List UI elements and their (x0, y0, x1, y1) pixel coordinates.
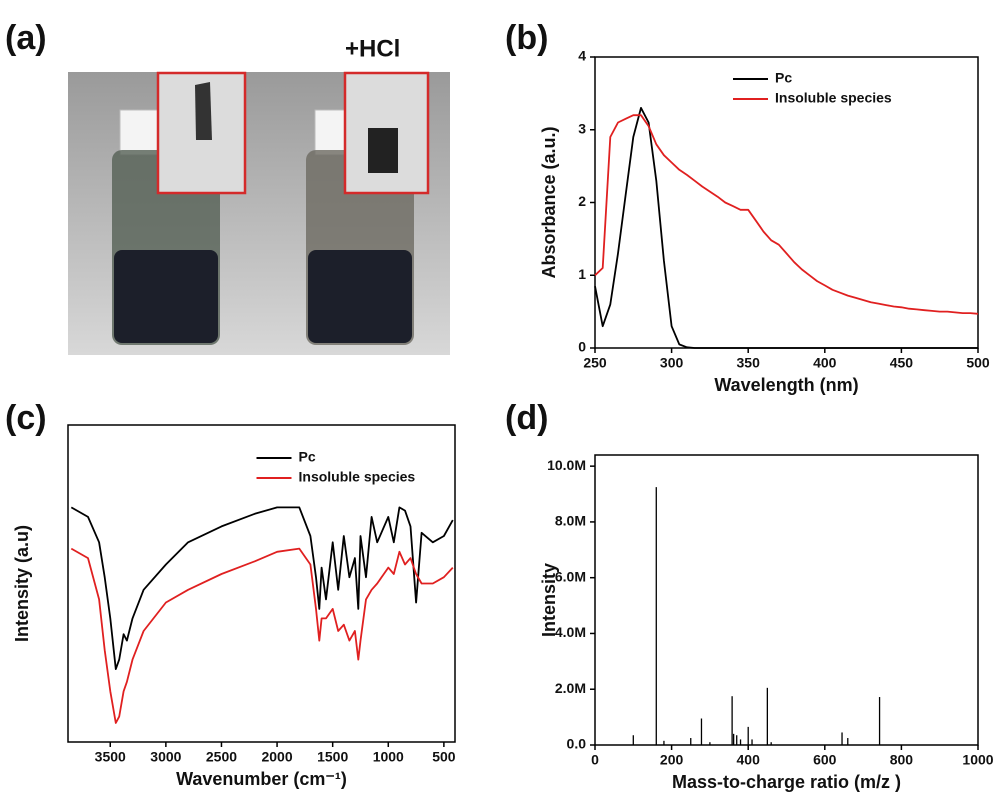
x-tick-label: 300 (660, 355, 684, 371)
y-axis-title: Absorbance (a.u.) (539, 126, 559, 278)
x-tick-label: 2000 (261, 749, 292, 765)
x-tick-label: 3000 (150, 749, 181, 765)
y-tick-label: 10.0M (547, 457, 586, 473)
panel-label: (b) (505, 19, 548, 57)
plot-frame (67, 424, 456, 743)
x-axis-title: Mass-to-charge ratio (m/z ) (672, 772, 901, 792)
y-tick-label: 1 (578, 266, 586, 282)
inset-sample (195, 82, 212, 140)
plot-frame (594, 454, 979, 746)
legend-label: Insoluble species (775, 90, 892, 106)
data-line (594, 107, 978, 349)
x-tick-label: 0 (591, 752, 599, 768)
x-tick-label: 350 (737, 355, 761, 371)
x-tick-label: 500 (432, 749, 456, 765)
x-tick-label: 600 (813, 752, 837, 768)
x-tick-label: 3500 (95, 749, 126, 765)
x-tick-label: 1000 (373, 749, 404, 765)
panel-label: (a) (5, 19, 47, 57)
y-tick-label: 8.0M (555, 513, 586, 529)
data-line (594, 114, 979, 315)
x-tick-label: 400 (737, 752, 761, 768)
y-tick-label: 2 (578, 193, 586, 209)
photo-panel: (a) +HCl (5, 19, 450, 355)
vial-liquid (308, 250, 412, 343)
y-tick-label: 3 (578, 120, 586, 136)
x-tick-label: 2500 (206, 749, 237, 765)
panel-label: (d) (505, 399, 548, 437)
vial-cap (119, 109, 161, 156)
data-line (70, 547, 454, 724)
y-axis-title: Intensity (a.u) (12, 525, 32, 642)
y-tick-label: 6.0M (555, 568, 586, 584)
legend-label: Pc (299, 449, 316, 465)
y-tick-label: 4 (578, 48, 586, 64)
panel-label: (c) (5, 399, 47, 437)
x-tick-label: 800 (890, 752, 914, 768)
x-tick-label: 400 (813, 355, 837, 371)
legend-label: Pc (775, 70, 792, 86)
y-tick-label: 0 (578, 339, 586, 355)
x-axis-title: Wavenumber (cm⁻¹) (176, 769, 347, 789)
x-axis-title: Wavelength (nm) (714, 375, 858, 395)
inset-sample (368, 128, 398, 173)
x-tick-label: 500 (966, 355, 990, 371)
data-line (70, 506, 454, 670)
x-tick-label: 1000 (962, 752, 993, 768)
x-tick-label: 1500 (317, 749, 348, 765)
x-tick-label: 250 (583, 355, 607, 371)
y-tick-label: 0.0 (567, 736, 587, 752)
x-tick-label: 200 (660, 752, 684, 768)
vial-liquid (114, 250, 218, 343)
y-tick-label: 2.0M (555, 680, 586, 696)
legend-label: Insoluble species (299, 469, 416, 485)
x-tick-label: 450 (890, 355, 914, 371)
annotation: +HCl (345, 35, 400, 62)
y-tick-label: 4.0M (555, 624, 586, 640)
y-axis-title: Intensity (539, 563, 559, 637)
